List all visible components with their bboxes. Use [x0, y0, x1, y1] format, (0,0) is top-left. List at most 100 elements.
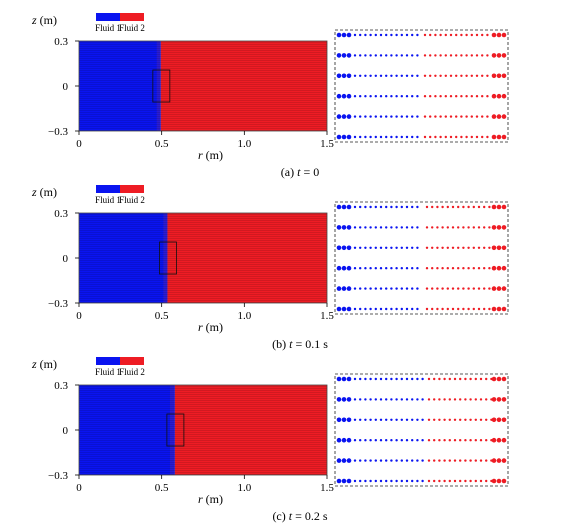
- particle-fluid2: [423, 115, 427, 118]
- particle-fluid1: [395, 439, 398, 442]
- particle-fluid1: [400, 287, 403, 290]
- particle-fluid2: [455, 74, 458, 78]
- particle-fluid1: [364, 459, 367, 462]
- particle-fluid2: [446, 226, 449, 229]
- particle-fluid1: [390, 95, 393, 98]
- x-axis-label: r (m): [198, 492, 223, 506]
- particle-fluid1: [346, 458, 352, 463]
- particle-fluid1: [374, 479, 377, 483]
- particle-fluid2: [448, 459, 451, 462]
- particle-fluid2: [464, 479, 467, 483]
- particle-fluid1: [390, 287, 393, 290]
- particle-fluid1: [385, 287, 388, 290]
- particle-fluid1: [346, 286, 352, 291]
- x-tick-label: 0: [76, 310, 82, 322]
- particle-fluid1: [385, 33, 388, 37]
- zoom-indicator: [159, 241, 177, 275]
- x-axis-label: r (m): [198, 320, 223, 334]
- particle-fluid1: [346, 397, 352, 402]
- particle-fluid2: [436, 287, 439, 290]
- particle-fluid1: [405, 115, 409, 118]
- particle-fluid1: [369, 398, 372, 401]
- particle-fluid2: [434, 95, 437, 98]
- particle-fluid2: [453, 377, 457, 381]
- particle-fluid2: [481, 135, 484, 139]
- particle-fluid1: [346, 376, 352, 382]
- zoom-frame: [334, 373, 509, 487]
- particle-fluid1: [405, 307, 409, 311]
- particle-fluid1: [359, 115, 362, 118]
- particle-fluid1: [353, 74, 357, 78]
- particle-fluid2: [443, 479, 446, 483]
- y-axis-label: z (m): [31, 13, 57, 27]
- particle-fluid1: [390, 439, 393, 442]
- particle-fluid2: [451, 226, 455, 229]
- particle-fluid2: [429, 115, 432, 118]
- particle-fluid2: [501, 397, 507, 402]
- particle-fluid2: [481, 74, 484, 78]
- particle-fluid1: [346, 437, 352, 443]
- particle-fluid2: [474, 459, 477, 462]
- particle-fluid2: [496, 376, 502, 382]
- y-tick-label: 0: [63, 81, 69, 93]
- particle-fluid1: [374, 226, 377, 229]
- particle-fluid1: [385, 459, 388, 462]
- particle-fluid1: [416, 479, 419, 483]
- particle-fluid1: [411, 267, 414, 270]
- particle-fluid2: [486, 74, 489, 78]
- particle-fluid2: [433, 398, 436, 401]
- particle-fluid1: [346, 245, 352, 251]
- particle-fluid2: [455, 54, 458, 57]
- particle-fluid2: [501, 286, 507, 291]
- particle-fluid2: [479, 459, 483, 462]
- particle-fluid1: [405, 287, 409, 290]
- particle-fluid2: [496, 265, 502, 271]
- particle-fluid1: [346, 73, 352, 79]
- particle-fluid1: [369, 479, 372, 483]
- particle-fluid1: [379, 287, 383, 290]
- particle-fluid1: [353, 287, 357, 290]
- particle-fluid2: [501, 93, 507, 99]
- particle-fluid1: [369, 74, 372, 78]
- particle-fluid1: [390, 74, 393, 78]
- particle-fluid1: [400, 246, 403, 249]
- particle-fluid1: [411, 54, 414, 57]
- particle-fluid2: [459, 459, 462, 462]
- y-axis-label: z (m): [31, 185, 57, 199]
- particle-fluid1: [395, 307, 398, 311]
- particle-fluid2: [496, 53, 502, 58]
- particle-fluid1: [346, 265, 352, 271]
- particle-fluid1: [379, 135, 383, 139]
- particle-fluid1: [359, 479, 362, 483]
- panel-caption: (b) t = 0.1 s: [272, 337, 328, 351]
- particle-fluid1: [336, 397, 342, 402]
- particle-fluid2: [457, 307, 460, 311]
- particle-row: [336, 204, 507, 210]
- particle-fluid1: [374, 287, 377, 290]
- particle-fluid1: [374, 377, 377, 381]
- particle-fluid1: [416, 95, 419, 98]
- particle-fluid2: [443, 377, 446, 381]
- particle-fluid1: [359, 205, 362, 209]
- particle-fluid1: [421, 439, 424, 442]
- particle-fluid2: [438, 459, 441, 462]
- particle-fluid2: [431, 226, 434, 229]
- particle-fluid1: [395, 226, 398, 229]
- particle-fluid2: [439, 95, 442, 98]
- particle-fluid1: [359, 377, 362, 381]
- particle-fluid1: [341, 286, 347, 291]
- particle-fluid2: [501, 53, 507, 58]
- particle-fluid1: [359, 33, 362, 37]
- particle-fluid2: [496, 93, 502, 99]
- particle-fluid1: [385, 307, 388, 311]
- particle-fluid1: [374, 135, 377, 139]
- particle-fluid2: [470, 135, 473, 139]
- particle-fluid1: [411, 226, 414, 229]
- particle-fluid2: [501, 134, 507, 140]
- particle-fluid1: [341, 458, 347, 463]
- particle-fluid1: [390, 377, 393, 381]
- particle-fluid1: [341, 53, 347, 58]
